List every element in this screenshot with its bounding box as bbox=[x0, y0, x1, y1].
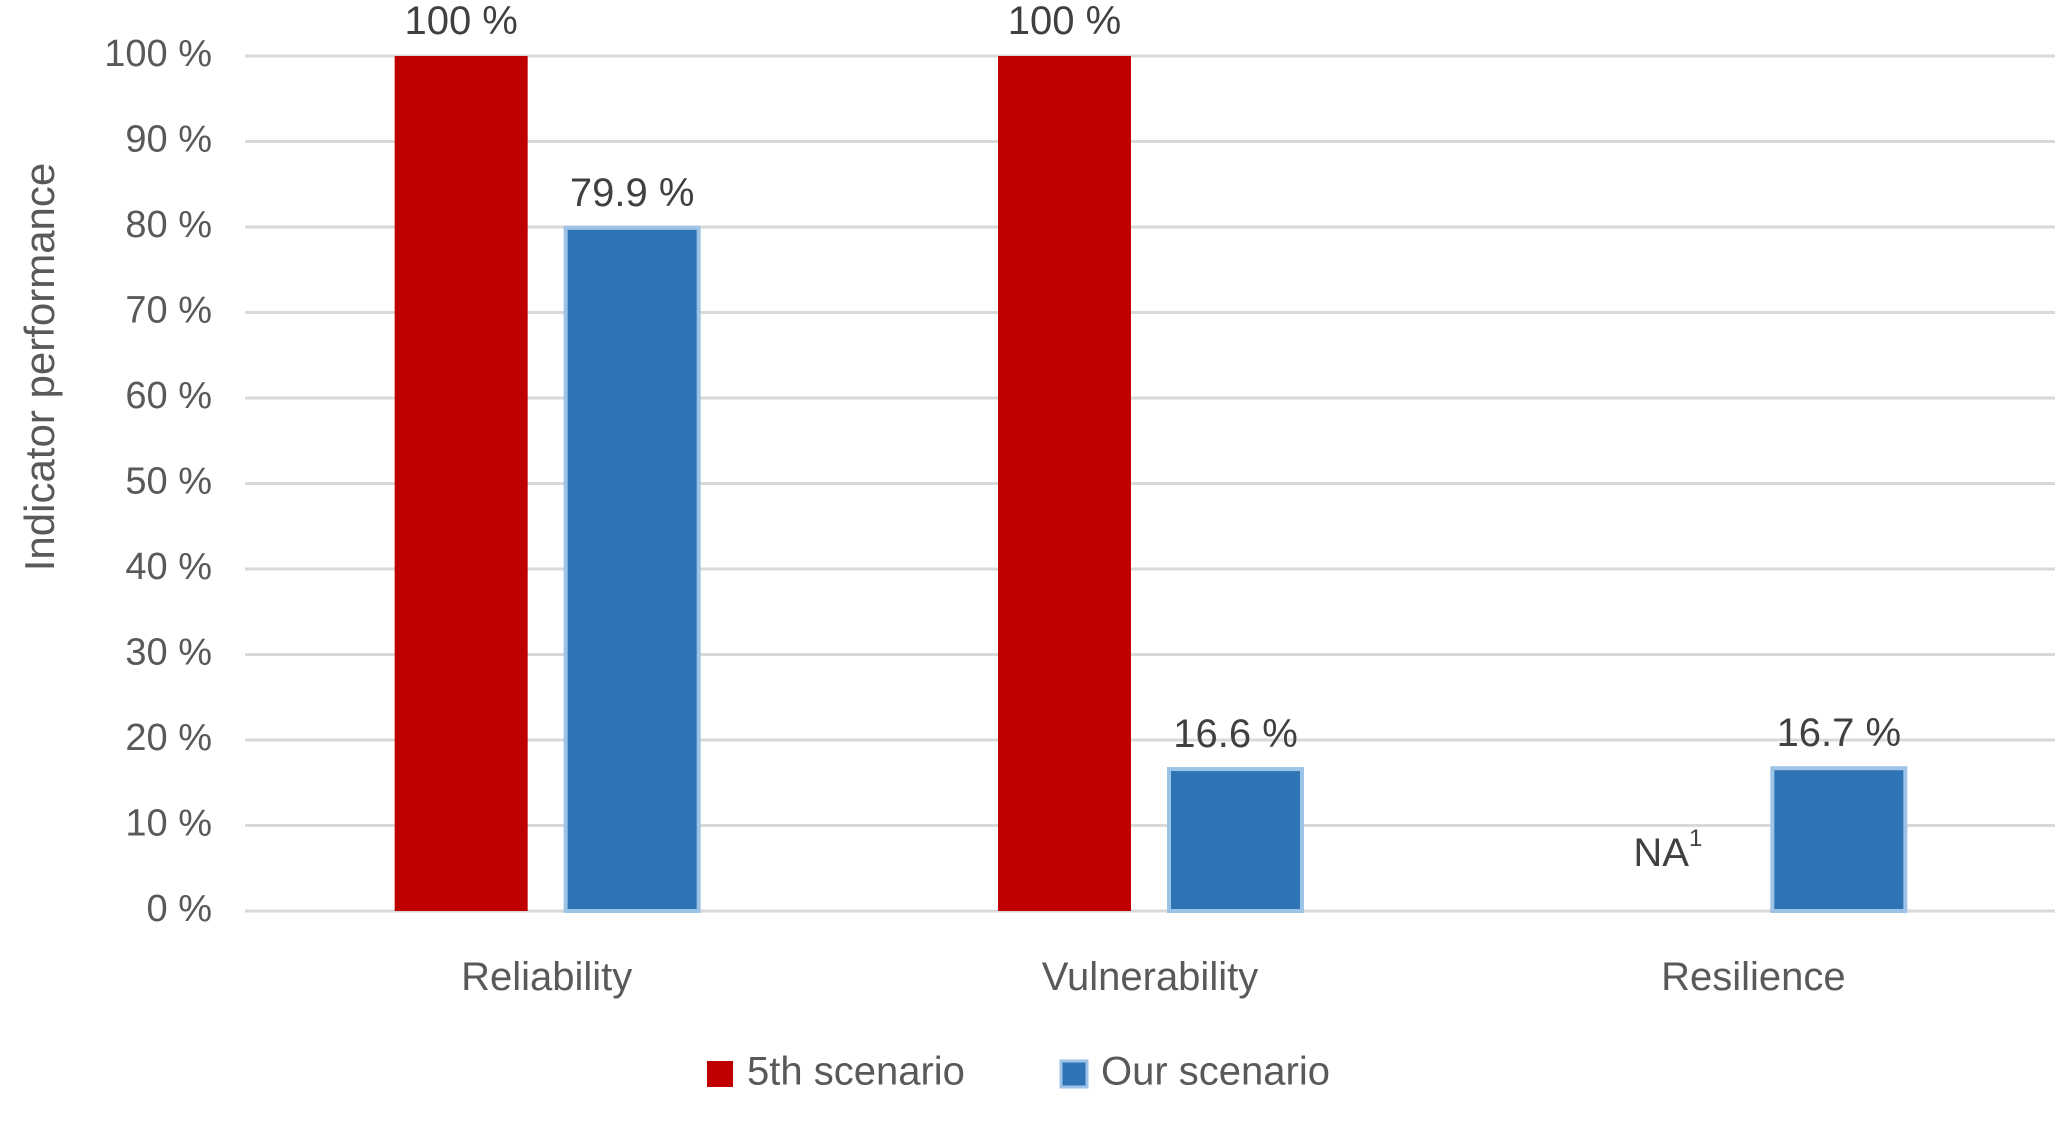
y-tick-label: 60 % bbox=[125, 375, 212, 417]
category-labels: Reliability Vulnerability Resilience bbox=[461, 955, 1846, 999]
y-tick-label: 100 % bbox=[104, 33, 212, 75]
legend: 5th scenario Our scenario bbox=[707, 1050, 1330, 1094]
legend-label: 5th scenario bbox=[747, 1050, 965, 1094]
category-label: Vulnerability bbox=[1042, 955, 1258, 999]
y-tick-label: 40 % bbox=[125, 546, 212, 588]
y-tick-label: 30 % bbox=[125, 632, 212, 674]
y-tick-label: 90 % bbox=[125, 119, 212, 161]
data-label: 100 % bbox=[1008, 0, 1121, 43]
bar-0-1 bbox=[998, 56, 1131, 911]
y-tick-label: 0 % bbox=[147, 888, 212, 930]
legend-swatch bbox=[707, 1061, 733, 1087]
y-tick-label: 20 % bbox=[125, 717, 212, 759]
y-tick-labels: 0 % 10 % 20 % 30 % 40 % 50 % 60 % 70 % 80 % 90 % 1… bbox=[104, 33, 212, 930]
bar-1-0 bbox=[563, 225, 701, 914]
y-tick-label: 70 % bbox=[125, 290, 212, 332]
gridlines bbox=[245, 54, 2055, 913]
data-label: 79.9 % bbox=[570, 171, 695, 215]
data-label: 100 % bbox=[404, 0, 517, 43]
y-axis-label: Indicator performance bbox=[16, 163, 63, 572]
legend-label: Our scenario bbox=[1101, 1050, 1330, 1094]
bar-1-1 bbox=[1167, 767, 1304, 913]
y-tick-label: 80 % bbox=[125, 204, 212, 246]
y-tick-label: 50 % bbox=[125, 461, 212, 503]
y-tick-label: 10 % bbox=[125, 803, 212, 845]
data-label: NA1 bbox=[1633, 825, 1702, 875]
data-label: 16.7 % bbox=[1777, 711, 1902, 755]
bar-0-0 bbox=[394, 56, 528, 911]
bar-1-2 bbox=[1770, 766, 1908, 914]
category-label: Resilience bbox=[1661, 955, 1846, 999]
data-label: 16.6 % bbox=[1173, 712, 1298, 756]
bars bbox=[394, 56, 1908, 914]
legend-swatch bbox=[1059, 1059, 1089, 1089]
category-label: Reliability bbox=[461, 955, 632, 999]
